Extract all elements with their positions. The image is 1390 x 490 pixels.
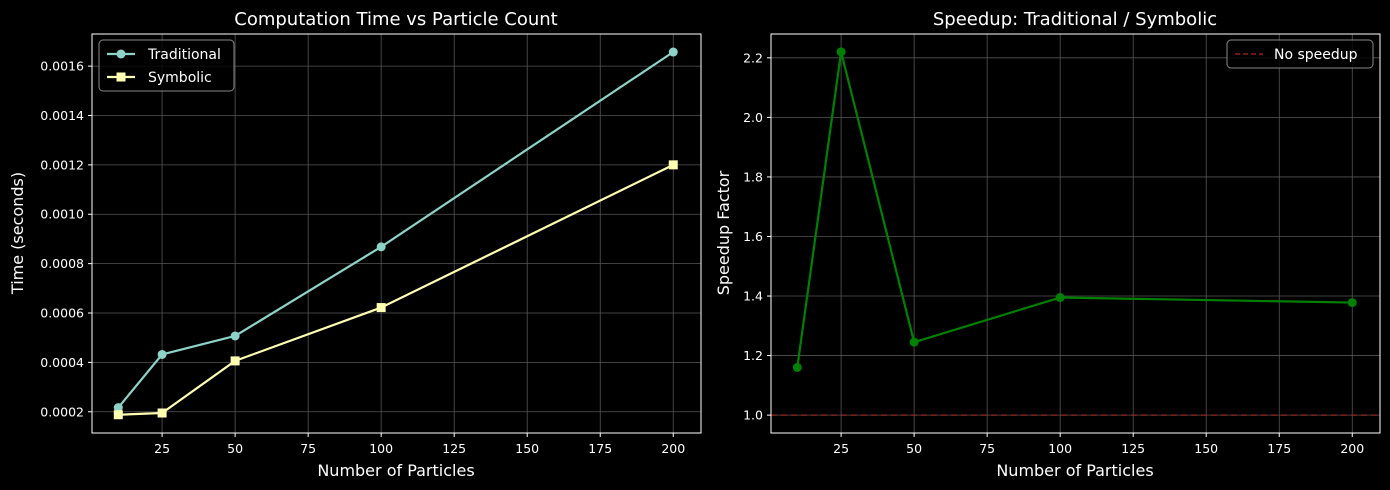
time-chart-legend-box	[98, 39, 235, 92]
data-point-speedup	[1055, 293, 1065, 303]
time-chart-x-tick-label: 25	[154, 441, 170, 456]
data-point-traditional	[376, 242, 386, 252]
data-point-traditional	[668, 47, 678, 57]
speedup-chart-x-tick-label: 75	[979, 441, 995, 456]
time-chart-legend: Traditional Symbolic	[98, 39, 235, 92]
legend-traditional-marker	[116, 49, 126, 59]
data-point-traditional	[157, 349, 167, 359]
time-chart-y-tick-label: 0.0004	[40, 355, 84, 370]
time-chart-frame	[91, 33, 702, 434]
data-point-symbolic	[376, 303, 386, 313]
data-point-speedup	[792, 362, 802, 372]
data-point-speedup	[836, 47, 846, 57]
time-chart-y-tick-label: 0.0008	[40, 256, 84, 271]
legend-no-speedup-label: No speedup	[1274, 47, 1358, 63]
speedup-chart-x-tick-label: 150	[1194, 441, 1218, 456]
time-chart-y-tick-label: 0.0002	[40, 404, 84, 419]
time-chart-x-tick-label: 175	[588, 441, 612, 456]
speedup-chart-ticks: 25 50 75 100 125 150 175 200 1.0 1.2 1.4 1.6 1.8 2.0 2…	[743, 50, 1364, 456]
speedup-chart-legend-box	[1226, 39, 1374, 69]
speedup-chart-grid	[771, 34, 1380, 433]
time-chart-x-tick-label: 125	[442, 441, 466, 456]
time-chart-title: Computation Time vs Particle Count	[234, 9, 557, 30]
time-chart-x-tick-label: 50	[227, 441, 243, 456]
speedup-chart-y-tick-label: 1.4	[743, 289, 763, 304]
time-chart-y-tick-label: 0.0012	[40, 157, 84, 172]
time-chart-y-tick-label: 0.0014	[40, 108, 84, 123]
speedup-chart-y-tick-label: 2.0	[743, 110, 763, 125]
speedup-chart-frame	[770, 33, 1381, 434]
time-chart-grid	[92, 34, 701, 433]
time-chart-x-tick-label: 150	[515, 441, 539, 456]
speedup-chart-y-tick-label: 1.0	[743, 408, 763, 423]
speedup-chart-y-tick-label: 1.6	[743, 229, 763, 244]
time-chart-x-tick-label: 100	[369, 441, 393, 456]
speedup-chart-legend: No speedup	[1226, 39, 1374, 69]
legend-traditional-label: Traditional	[147, 47, 221, 63]
time-chart-panel: Computation Time vs Particle Count Numbe…	[8, 9, 702, 480]
data-point-traditional	[113, 403, 123, 413]
time-chart-series	[113, 47, 678, 420]
speedup-chart-x-tick-label: 50	[906, 441, 922, 456]
data-point-symbolic	[113, 410, 123, 420]
data-point-traditional	[230, 331, 240, 341]
time-chart-y-tick-label: 0.0016	[40, 59, 84, 74]
time-chart-x-tick-label: 200	[661, 441, 685, 456]
speedup-chart-y-axis-label: Speedup Factor	[714, 170, 733, 295]
data-point-symbolic	[157, 408, 167, 418]
speedup-chart-x-tick-label: 25	[833, 441, 849, 456]
data-point-speedup	[1347, 298, 1357, 308]
speedup-chart-x-tick-label: 200	[1340, 441, 1364, 456]
speedup-chart-panel: Speedup: Traditional / Symbolic Number o…	[714, 9, 1381, 480]
speedup-chart-title: Speedup: Traditional / Symbolic	[933, 9, 1217, 30]
speedup-chart-series	[792, 47, 1357, 372]
speedup-chart-x-tick-label: 100	[1048, 441, 1072, 456]
time-chart-y-tick-label: 0.0006	[40, 306, 84, 321]
speedup-chart-y-tick-label: 1.2	[743, 348, 763, 363]
time-chart-ticks: 25 50 75 100 125 150 175 200 0.0002 0.0004 0.0006 0…	[40, 59, 685, 456]
data-point-symbolic	[668, 160, 678, 170]
data-point-symbolic	[230, 356, 240, 366]
time-chart-y-axis-label: Time (seconds)	[8, 172, 27, 295]
speedup-chart-y-tick-label: 1.8	[743, 169, 763, 184]
data-point-speedup	[909, 337, 919, 347]
speedup-chart-x-tick-label: 125	[1121, 441, 1145, 456]
time-chart-x-tick-label: 75	[300, 441, 316, 456]
time-chart-y-tick-label: 0.0010	[40, 207, 84, 222]
legend-symbolic-marker	[116, 72, 126, 82]
speedup-chart-y-tick-label: 2.2	[743, 50, 763, 65]
speedup-chart-x-tick-label: 175	[1267, 441, 1291, 456]
legend-symbolic-label: Symbolic	[148, 70, 212, 86]
speedup-chart-x-axis-label: Number of Particles	[996, 461, 1153, 480]
time-chart-x-axis-label: Number of Particles	[317, 461, 474, 480]
